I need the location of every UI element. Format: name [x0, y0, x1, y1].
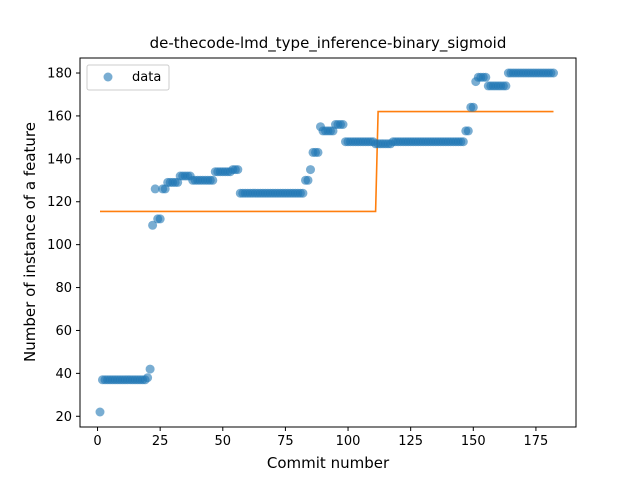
data-point	[549, 68, 558, 78]
x-tick-label: 50	[215, 434, 232, 449]
x-tick-label: 75	[277, 434, 294, 449]
y-tick-label: 80	[55, 281, 72, 296]
x-tick-label: 100	[336, 434, 361, 449]
data-point	[298, 188, 308, 198]
x-tick-label: 0	[93, 434, 101, 449]
x-tick-label: 25	[152, 434, 169, 449]
data-point	[458, 137, 468, 147]
y-tick-label: 40	[55, 367, 72, 382]
data-point	[463, 126, 473, 136]
data-point	[95, 407, 105, 417]
y-tick-label: 160	[47, 109, 72, 124]
y-tick-label: 140	[47, 152, 72, 167]
legend: data	[86, 64, 170, 91]
data-point	[155, 214, 165, 224]
fit-line	[100, 110, 554, 213]
y-tick-label: 180	[47, 67, 72, 82]
data-point	[148, 220, 158, 230]
data-point	[150, 184, 160, 194]
legend-box	[86, 64, 170, 91]
data-point	[233, 165, 243, 175]
data-point	[143, 373, 153, 383]
data-point	[481, 72, 491, 82]
chart-title: de-thecode-lmd_type_inference-binary_sig…	[150, 34, 507, 53]
x-tick-label: 125	[398, 434, 423, 449]
data-point	[145, 364, 155, 374]
legend-label-data: data	[132, 70, 161, 85]
y-tick-label: 20	[55, 410, 72, 425]
data-point	[208, 175, 218, 185]
data-point	[501, 81, 511, 91]
y-axis-label: Number of instance of a feature	[21, 122, 39, 362]
data-point	[468, 102, 478, 112]
legend-marker-data	[103, 72, 113, 82]
x-axis-label: Commit number	[267, 454, 390, 472]
y-tick-label: 120	[47, 195, 72, 210]
plot-marks	[95, 68, 558, 417]
y-tick-label: 100	[47, 238, 72, 253]
data-point	[313, 147, 323, 157]
data-point	[306, 165, 315, 175]
x-tick-label: 150	[461, 434, 486, 449]
plot-frame	[79, 57, 577, 428]
data-point	[338, 120, 348, 129]
axis-ticks: 0 25 50 75 100 125 150 175 20 40 60 80 100 120 140 160 1…	[47, 67, 548, 449]
data-point	[303, 175, 313, 185]
y-tick-label: 60	[55, 324, 72, 339]
x-tick-label: 175	[524, 434, 549, 449]
